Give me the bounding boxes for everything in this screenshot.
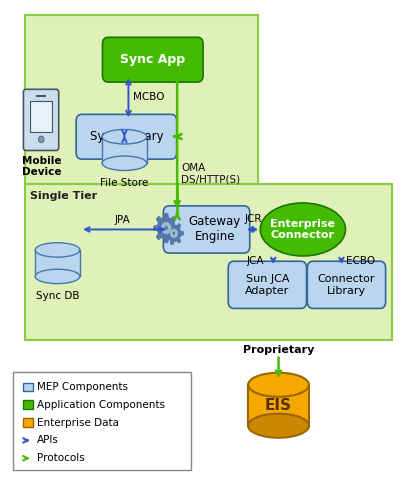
Text: Enterprise
Connector: Enterprise Connector [270, 219, 335, 240]
Ellipse shape [35, 269, 80, 284]
Bar [36, 95, 46, 97]
Polygon shape [154, 213, 179, 243]
Circle shape [157, 217, 175, 239]
Circle shape [170, 229, 177, 238]
FancyBboxPatch shape [103, 37, 203, 82]
Circle shape [38, 136, 44, 143]
Text: Sync DB: Sync DB [36, 291, 79, 301]
Text: Application Components: Application Components [37, 400, 165, 410]
Ellipse shape [35, 242, 80, 257]
Bar [102, 137, 147, 163]
Text: MEP Components: MEP Components [37, 382, 128, 392]
Ellipse shape [248, 413, 309, 438]
Ellipse shape [102, 156, 147, 170]
Text: Proprietary: Proprietary [243, 345, 314, 355]
Ellipse shape [260, 203, 346, 256]
Text: JCA: JCA [247, 256, 264, 266]
FancyBboxPatch shape [76, 114, 177, 159]
Bar [248, 385, 309, 426]
Text: Single Tier: Single Tier [30, 191, 97, 201]
Bar [23, 418, 33, 427]
FancyBboxPatch shape [24, 89, 59, 151]
Circle shape [161, 222, 171, 234]
FancyBboxPatch shape [228, 261, 306, 309]
Ellipse shape [248, 373, 309, 397]
Text: Sync App: Sync App [120, 53, 185, 66]
Polygon shape [164, 222, 184, 245]
Text: Mobile
Device: Mobile Device [22, 156, 61, 177]
Bar [13, 371, 191, 470]
Ellipse shape [102, 129, 147, 144]
Circle shape [167, 225, 181, 242]
Bar [35, 250, 80, 276]
Bar [23, 400, 33, 409]
Text: JPA: JPA [114, 214, 130, 225]
Text: Gateway
Engine: Gateway Engine [188, 215, 241, 243]
Circle shape [173, 232, 175, 235]
Text: JCR: JCR [244, 214, 262, 224]
Bar [25, 15, 258, 186]
Text: MCBO: MCBO [133, 92, 164, 102]
Bar [23, 383, 33, 391]
Circle shape [164, 226, 168, 230]
Text: APIs: APIs [37, 435, 59, 445]
Text: Enterprise Data: Enterprise Data [37, 418, 119, 427]
Text: File Store: File Store [100, 178, 149, 188]
Text: Connector
Library: Connector Library [318, 274, 375, 296]
Text: OMA
DS/HTTP(S): OMA DS/HTTP(S) [181, 163, 240, 185]
Text: Protocols: Protocols [37, 453, 85, 463]
Text: EIS: EIS [265, 398, 292, 413]
Text: ECBO: ECBO [346, 256, 375, 266]
Text: Sync Library: Sync Library [90, 130, 163, 143]
FancyBboxPatch shape [163, 206, 250, 253]
FancyBboxPatch shape [307, 261, 385, 309]
Bar [25, 184, 392, 340]
Bar [30, 101, 52, 132]
Text: Sun JCA
Adapter: Sun JCA Adapter [245, 274, 289, 296]
